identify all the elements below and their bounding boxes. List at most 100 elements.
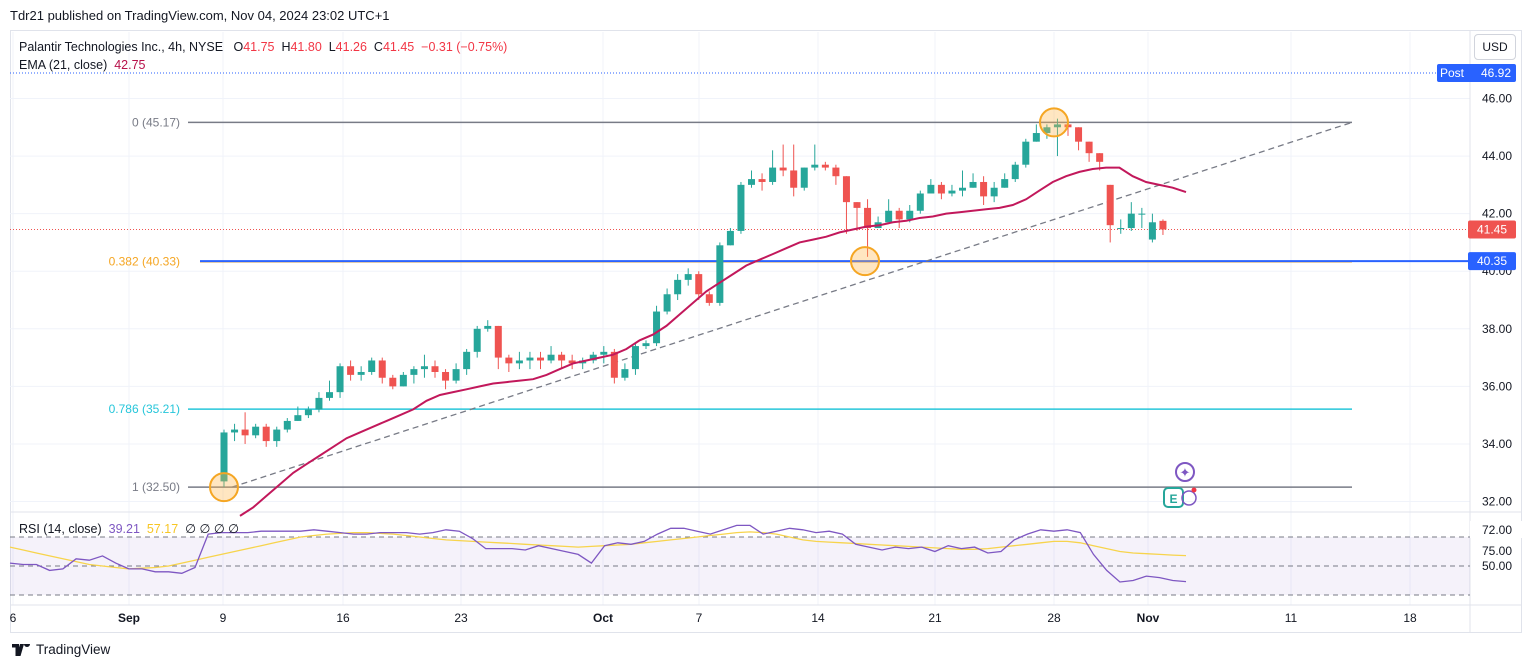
time-tick-label: 16 <box>336 611 350 625</box>
candle-body <box>505 357 513 364</box>
candle-body <box>589 354 597 361</box>
candle-body <box>357 371 365 375</box>
symbol-label[interactable]: Palantir Technologies Inc., 4h, NYSE <box>19 40 224 54</box>
candle-body <box>980 181 988 197</box>
candle-body <box>990 187 998 197</box>
candle-body <box>853 202 861 208</box>
support-price-tag <box>1468 252 1516 271</box>
rsi-ma-value: 57.17 <box>146 522 179 536</box>
candle-body <box>800 167 808 188</box>
trend-line <box>231 121 1353 488</box>
low-value: 41.26 <box>335 40 367 54</box>
candle-body <box>568 360 576 364</box>
candle-body <box>1096 153 1104 162</box>
post-market-tag <box>1437 64 1516 82</box>
candle-body <box>431 366 439 372</box>
candle-body <box>631 346 639 370</box>
rsi-empty-values: ∅ ∅ ∅ ∅ <box>185 522 240 536</box>
candle-body <box>842 176 850 203</box>
candle-body <box>758 179 766 182</box>
candle-body <box>684 274 692 280</box>
tradingview-logo-icon <box>12 643 30 656</box>
highlight-circle <box>1039 107 1069 138</box>
support-price-label: 40.35 <box>1477 254 1507 268</box>
rsi-tick-label: 50.00 <box>1482 559 1512 573</box>
rsi-legend: RSI (14, close) 39.21 57.17 ∅ ∅ ∅ ∅ <box>19 521 239 536</box>
candle-body <box>695 274 703 295</box>
dividend-event-icon <box>1175 462 1195 482</box>
rsi-label[interactable]: RSI (14, close) <box>19 522 102 536</box>
rsi-ma-line <box>9 531 1187 570</box>
candle-body <box>610 351 618 378</box>
candle-body <box>326 392 333 398</box>
candle-body <box>294 415 302 421</box>
candle-body <box>1001 179 1009 188</box>
candle-body <box>790 170 798 188</box>
candle-body <box>304 409 312 416</box>
time-tick-label: Nov <box>1137 611 1160 625</box>
candle-body <box>220 432 228 482</box>
candle-body <box>558 354 566 361</box>
chart-frame <box>10 30 1522 633</box>
candle-body <box>452 369 460 381</box>
price-tick-label: 44.00 <box>1482 149 1512 163</box>
candle-body <box>1043 127 1051 134</box>
price-legend: Palantir Technologies Inc., 4h, NYSE O 41… <box>19 38 507 74</box>
time-tick-label: 7 <box>696 611 703 625</box>
candle-body <box>463 351 471 370</box>
candle-body <box>663 294 671 312</box>
price-tick-label: 46.00 <box>1482 91 1512 105</box>
last-price-tag <box>1468 220 1516 239</box>
earnings-event-icon <box>1163 487 1184 508</box>
candle-body <box>1148 222 1156 240</box>
candle-body <box>547 354 555 361</box>
change-value: −0.31 (−0.75%) <box>421 40 508 54</box>
price-tick-label: 32.00 <box>1482 495 1512 509</box>
brand-label: TradingView <box>36 642 111 657</box>
candle-body <box>1053 124 1061 128</box>
price-tick-label: 42.00 <box>1482 207 1512 221</box>
currency-button[interactable]: USD <box>1474 34 1516 60</box>
candle-body <box>283 420 291 430</box>
candle-body <box>927 184 935 194</box>
candle-body <box>347 366 355 375</box>
candle-body <box>937 184 945 194</box>
last-price-label: 41.45 <box>1477 222 1507 236</box>
candle-body <box>864 207 872 229</box>
candle-body <box>832 167 840 177</box>
event-dot-icon <box>1191 487 1197 493</box>
rsi-tick-label: 75.00 <box>1482 544 1512 558</box>
ema-line <box>239 166 1187 517</box>
candle-body <box>537 357 544 361</box>
candle-body <box>948 190 956 194</box>
candle-body <box>1106 184 1114 226</box>
rsi-line <box>9 524 1187 583</box>
price-tick-label: 34.00 <box>1482 437 1512 451</box>
ema-label[interactable]: EMA (21, close) <box>19 58 108 72</box>
candle-body <box>484 325 492 329</box>
rsi-axis-bg <box>1470 521 1522 538</box>
time-tick-label: 28 <box>1047 611 1061 625</box>
candle-body <box>969 181 977 188</box>
close-key: C <box>373 40 383 54</box>
candle-body <box>368 360 376 372</box>
candle-body <box>642 343 650 347</box>
time-tick-label: 11 <box>1285 611 1298 625</box>
candle-body <box>241 429 249 436</box>
sparkle-icon: ✦ <box>1180 465 1191 480</box>
candle-body <box>1117 228 1125 230</box>
candle-body <box>600 351 608 355</box>
candle-body <box>906 210 914 220</box>
candle-body <box>821 164 829 168</box>
candle-body <box>1159 220 1167 230</box>
candle-body <box>779 167 787 171</box>
rsi-tick-label: 72.00 <box>1482 523 1512 537</box>
fib-level-label: 0.786 (35.21) <box>109 402 180 416</box>
highlight-circle <box>209 472 239 503</box>
open-key: O <box>233 40 244 54</box>
candle-body <box>1138 213 1146 215</box>
close-value: 41.45 <box>382 40 415 54</box>
fib-level-label: 0.382 (40.33) <box>109 255 180 269</box>
candle-body <box>748 179 755 185</box>
